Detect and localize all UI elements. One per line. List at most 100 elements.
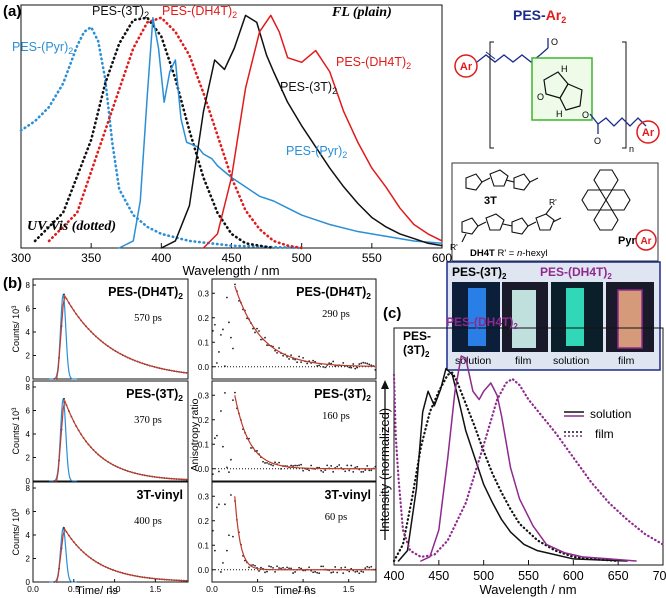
photo-caption-4: film [618,355,635,367]
anisotropy-frame-1 [211,380,377,482]
anisotropy-point-0 [302,356,305,359]
decay-frame-2 [32,481,189,583]
panel-label-b: (b) [3,275,22,292]
anisotropy-point-1 [364,469,367,471]
anisotropy-point-2 [212,529,214,532]
anisotropy-point-0 [352,363,355,365]
anisotropy-point-0 [254,331,256,334]
decay-series-label-0: PES-(DH4T)2 [108,285,183,301]
ar-circle-oligomer [635,229,657,251]
anisotropy-point-1 [294,464,296,467]
series-group-a [19,14,443,250]
ar-circle-bottom [636,120,660,144]
photo-caption-2: film [515,355,532,367]
decay-ylabel-2: Counts/ 103 [11,508,21,556]
vial-dh4t-film [617,289,643,349]
anisotropy-point-1 [302,469,305,472]
label-a-3t-fl: PES-(3T)2 [280,80,337,96]
anisotropy-point-1 [322,471,325,473]
decay-xtick-label-1.5: 1.5 [149,584,161,594]
anisotropy-point-0 [232,347,234,350]
anisotropy-point-2 [330,571,333,574]
photo-header-dh4t: PES-(DH4T)2 [540,265,612,281]
x-tick-label-c-450: 450 [428,569,449,583]
structure-title: PES-Ar2 [513,7,566,25]
decay-ytick-label-0-6: 6 [26,305,31,314]
anisotropy-point-0 [214,323,216,326]
panel-label-a: (a) [3,3,21,20]
anisotropy-ytick-label-2-0.1: 0.1 [198,541,210,550]
legend-solution-label: solution [590,407,631,421]
label-a-pyr-fl: PES-(Pyr)2 [286,144,347,160]
oxygen-2: O [594,136,601,146]
anisotropy-ytick-label-1-0.2: 0.2 [198,416,210,425]
anisotropy-point-0 [228,321,230,324]
decay-fit-2 [53,527,188,583]
anisotropy-point-0 [342,362,345,364]
x-tick-label-a-550: 550 [362,251,382,265]
anisotropy-point-1 [308,469,311,472]
anisotropy-point-0 [356,366,359,369]
anisotropy-ytick-label-0-0.1: 0.1 [198,338,210,347]
decay-frame-0 [32,278,189,380]
anisotropy-point-2 [358,572,361,575]
decay-series-sub-1: 2 [178,393,183,403]
series-group-c [392,355,665,563]
x-tick-label-a-450: 450 [221,251,241,265]
anisotropy-fit-0 [234,285,376,367]
anisotropy-point-2 [332,571,335,573]
anisotropy-point-1 [250,447,252,449]
label-a-3t-uv: PES-(3T)2 [92,4,149,20]
anisotropy-point-2 [214,549,216,552]
anisotropy-ytick-label-2-0: 0.0 [198,566,210,575]
anisotropy-point-0 [274,349,276,352]
anisotropy-point-0 [278,347,280,349]
label-a-pyr-uv: PES-(Pyr)2 [12,40,73,56]
anisotropy-point-2 [342,572,345,574]
anisotropy-point-0 [264,336,266,339]
anisotropy-point-1 [348,469,351,472]
anisotropy-point-1 [326,464,329,467]
x-axis-a: 300 350 400 450 500 550 600 [11,243,452,265]
decay-ylabel-0: Counts/ 103 [11,305,21,353]
anisotropy-point-2 [218,503,220,506]
anisotropy-point-1 [360,470,363,473]
anisotropy-point-1 [222,445,224,448]
anisotropy-point-2 [258,570,260,572]
rprime-top: R' [549,197,557,207]
anisotropy-point-0 [290,354,292,357]
anisotropy-point-0 [226,296,228,299]
anisotropy-series-label-2: 3T-vinyl [324,488,371,502]
anisotropy-point-1 [350,464,353,467]
anisotropy-point-0 [354,367,357,370]
anisotropy-point-1 [224,391,226,394]
panel-label-c: (c) [383,305,401,322]
anisotropy-point-1 [336,465,339,468]
decay-ylabel-sup-1: 3 [12,407,18,411]
anisotropy-point-1 [374,465,377,468]
annotation-fl: FL (plain) [331,5,392,20]
anisotropy-point-2 [312,571,315,574]
anisotropy-point-0 [266,344,268,347]
x-axis-c: 400 450 500 550 600 650 700 [384,560,666,583]
x-tick-label-c-500: 500 [473,569,494,583]
decay-ylabel-main-0: Counts/ 10 [11,309,21,353]
anisotropy-point-0 [252,327,254,330]
series-c-0 [397,367,628,562]
anisotropy-point-2 [274,570,276,573]
x-tick-label-a-350: 350 [81,251,101,265]
series-a-5 [202,14,443,249]
anisotropy-point-2 [286,566,288,569]
anisotropy-point-1 [354,466,357,469]
decay-series-sub-0: 2 [178,291,183,301]
anisotropy-point-1 [280,467,282,470]
anisotropy-lifetime-0: 290 ps [322,309,350,320]
ring-2 [559,83,583,111]
anisotropy-point-2 [336,571,339,574]
anisotropy-point-2 [254,564,256,567]
x-tick-label-c-400: 400 [384,569,405,583]
anisotropy-point-2 [230,494,232,496]
anisotropy-point-0 [360,362,363,365]
anisotropy-point-2 [264,571,266,574]
